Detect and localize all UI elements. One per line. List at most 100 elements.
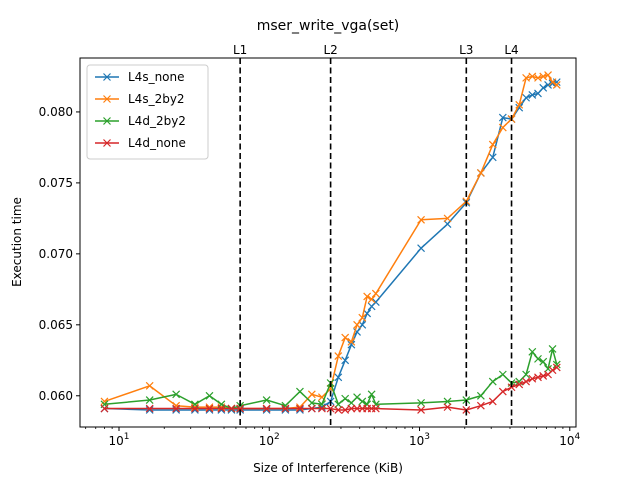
data-point-L4d_2by2-18 xyxy=(358,397,367,406)
y-tick-label-4: 0.080 xyxy=(39,105,73,119)
data-point-L4d_2by2-11 xyxy=(307,398,316,407)
data-point-L4d_none-21 xyxy=(371,404,380,413)
data-point-L4s_none-33 xyxy=(539,83,548,92)
legend-label-L4d_2by2: L4d_2by2 xyxy=(128,114,186,128)
vline-label-L1: L1 xyxy=(233,43,247,57)
data-point-L4s_2by2-15 xyxy=(341,333,350,342)
data-point-L4d_none-14 xyxy=(334,406,343,414)
data-point-L4s_2by2-30 xyxy=(522,73,531,82)
legend-label-L4d_none: L4d_none xyxy=(128,136,186,150)
data-point-L4s_none-1 xyxy=(145,406,154,414)
data-point-L4d_none-12 xyxy=(317,404,326,413)
legend-label-L4s_2by2: L4s_2by2 xyxy=(128,92,185,106)
data-point-L4d_none-36 xyxy=(552,363,561,372)
data-point-L4d_2by2-27 xyxy=(498,370,507,379)
data-point-L4d_none-2 xyxy=(172,404,181,413)
legend-marker-L4s_none xyxy=(103,73,111,81)
data-point-L4s_none-16 xyxy=(347,340,356,349)
data-point-L4d_2by2-31 xyxy=(528,347,537,356)
data-point-L4s_2by2-11 xyxy=(307,390,316,399)
data-point-L4s_2by2-25 xyxy=(476,169,485,177)
data-point-L4d_2by2-23 xyxy=(443,397,452,406)
data-point-L4d_2by2-36 xyxy=(552,360,561,369)
data-point-L4d_none-23 xyxy=(443,403,452,412)
data-point-L4s_2by2-20 xyxy=(367,295,376,304)
data-point-L4d_none-1 xyxy=(145,404,154,413)
data-point-L4d_2by2-17 xyxy=(353,393,361,402)
data-point-L4d_none-29 xyxy=(515,380,524,389)
data-point-L4d_none-15 xyxy=(341,406,350,414)
data-point-L4d_none-8 xyxy=(262,404,271,413)
data-point-L4s_2by2-10 xyxy=(296,403,304,412)
data-point-L4d_2by2-10 xyxy=(296,387,304,396)
data-point-L4s_none-34 xyxy=(544,81,552,89)
data-point-L4s_none-22 xyxy=(417,244,425,253)
data-point-L4s_2by2-33 xyxy=(539,72,548,81)
data-point-L4d_2by2-20 xyxy=(367,390,376,399)
data-point-L4s_none-21 xyxy=(371,298,380,307)
data-point-L4d_2by2-2 xyxy=(172,390,181,399)
data-point-L4d_none-0 xyxy=(100,404,109,413)
data-point-L4d_none-9 xyxy=(281,404,290,413)
data-point-L4s_2by2-36 xyxy=(552,81,561,89)
data-point-L4d_2by2-26 xyxy=(488,377,497,386)
y-tick-label-2: 0.070 xyxy=(39,247,73,261)
data-point-L4s_2by2-4 xyxy=(205,403,214,412)
data-point-L4d_2by2-8 xyxy=(262,396,271,404)
legend-marker-L4d_2by2 xyxy=(103,117,111,125)
data-point-L4d_none-11 xyxy=(307,404,316,413)
x-axis-label: Size of Interference (KiB) xyxy=(253,461,403,475)
x-tick-label-2: 103 xyxy=(409,432,430,448)
legend-box xyxy=(86,64,209,160)
data-point-L4s_2by2-19 xyxy=(363,292,372,301)
data-point-L4d_none-22 xyxy=(417,406,425,414)
data-point-L4s_2by2-21 xyxy=(371,289,380,298)
series-L4d_none xyxy=(100,363,561,414)
data-point-L4s_2by2-27 xyxy=(498,123,507,132)
data-point-L4d_none-13 xyxy=(326,404,335,413)
data-point-L4s_2by2-35 xyxy=(548,78,557,87)
data-point-L4d_none-6 xyxy=(227,404,236,413)
series-group xyxy=(100,71,561,414)
y-tick-label-0: 0.060 xyxy=(39,389,73,403)
data-point-L4s_none-14 xyxy=(334,373,343,382)
data-point-L4s_none-8 xyxy=(262,406,271,414)
y-axis-label: Execution time xyxy=(10,197,24,287)
data-point-L4d_none-27 xyxy=(498,387,507,396)
chart-title: mser_write_vga(set) xyxy=(257,18,400,34)
data-point-L4d_2by2-34 xyxy=(544,364,552,373)
data-point-L4d_2by2-33 xyxy=(539,357,548,366)
data-point-L4d_none-10 xyxy=(296,404,304,413)
data-point-L4d_none-7 xyxy=(236,404,245,413)
data-point-L4s_2by2-18 xyxy=(358,313,367,322)
data-point-L4s_2by2-26 xyxy=(488,140,497,149)
data-point-L4d_2by2-32 xyxy=(534,354,542,363)
data-point-L4d_none-4 xyxy=(205,404,214,413)
data-point-L4s_none-12 xyxy=(317,403,326,412)
data-point-L4d_2by2-15 xyxy=(341,394,350,403)
plot-border xyxy=(79,57,577,428)
data-point-L4s_2by2-23 xyxy=(443,214,452,223)
data-point-L4d_none-31 xyxy=(528,374,537,383)
data-point-L4d_none-26 xyxy=(488,397,497,406)
data-point-L4s_2by2-16 xyxy=(347,337,356,346)
data-point-L4s_none-35 xyxy=(548,79,557,88)
data-point-L4s_2by2-14 xyxy=(334,352,343,360)
y-tick-label-1: 0.065 xyxy=(39,318,73,332)
data-point-L4s_2by2-32 xyxy=(534,73,542,82)
data-point-L4s_none-15 xyxy=(341,356,350,365)
vline-label-L3: L3 xyxy=(459,43,473,57)
data-point-L4s_2by2-17 xyxy=(353,320,361,329)
vline-label-L2: L2 xyxy=(323,43,337,57)
data-point-L4d_2by2-4 xyxy=(205,391,214,400)
data-point-L4d_none-5 xyxy=(217,404,226,413)
data-point-L4d_none-3 xyxy=(190,404,199,413)
data-point-L4s_2by2-22 xyxy=(417,215,425,224)
data-point-L4d_2by2-1 xyxy=(145,396,154,404)
vline-label-L4: L4 xyxy=(504,43,518,57)
x-tick-label-0: 101 xyxy=(109,432,130,448)
data-point-L4s_2by2-29 xyxy=(515,100,524,109)
data-point-L4s_none-31 xyxy=(528,90,537,99)
legend-label-L4s_none: L4s_none xyxy=(128,70,185,84)
data-point-L4d_2by2-35 xyxy=(548,345,557,353)
